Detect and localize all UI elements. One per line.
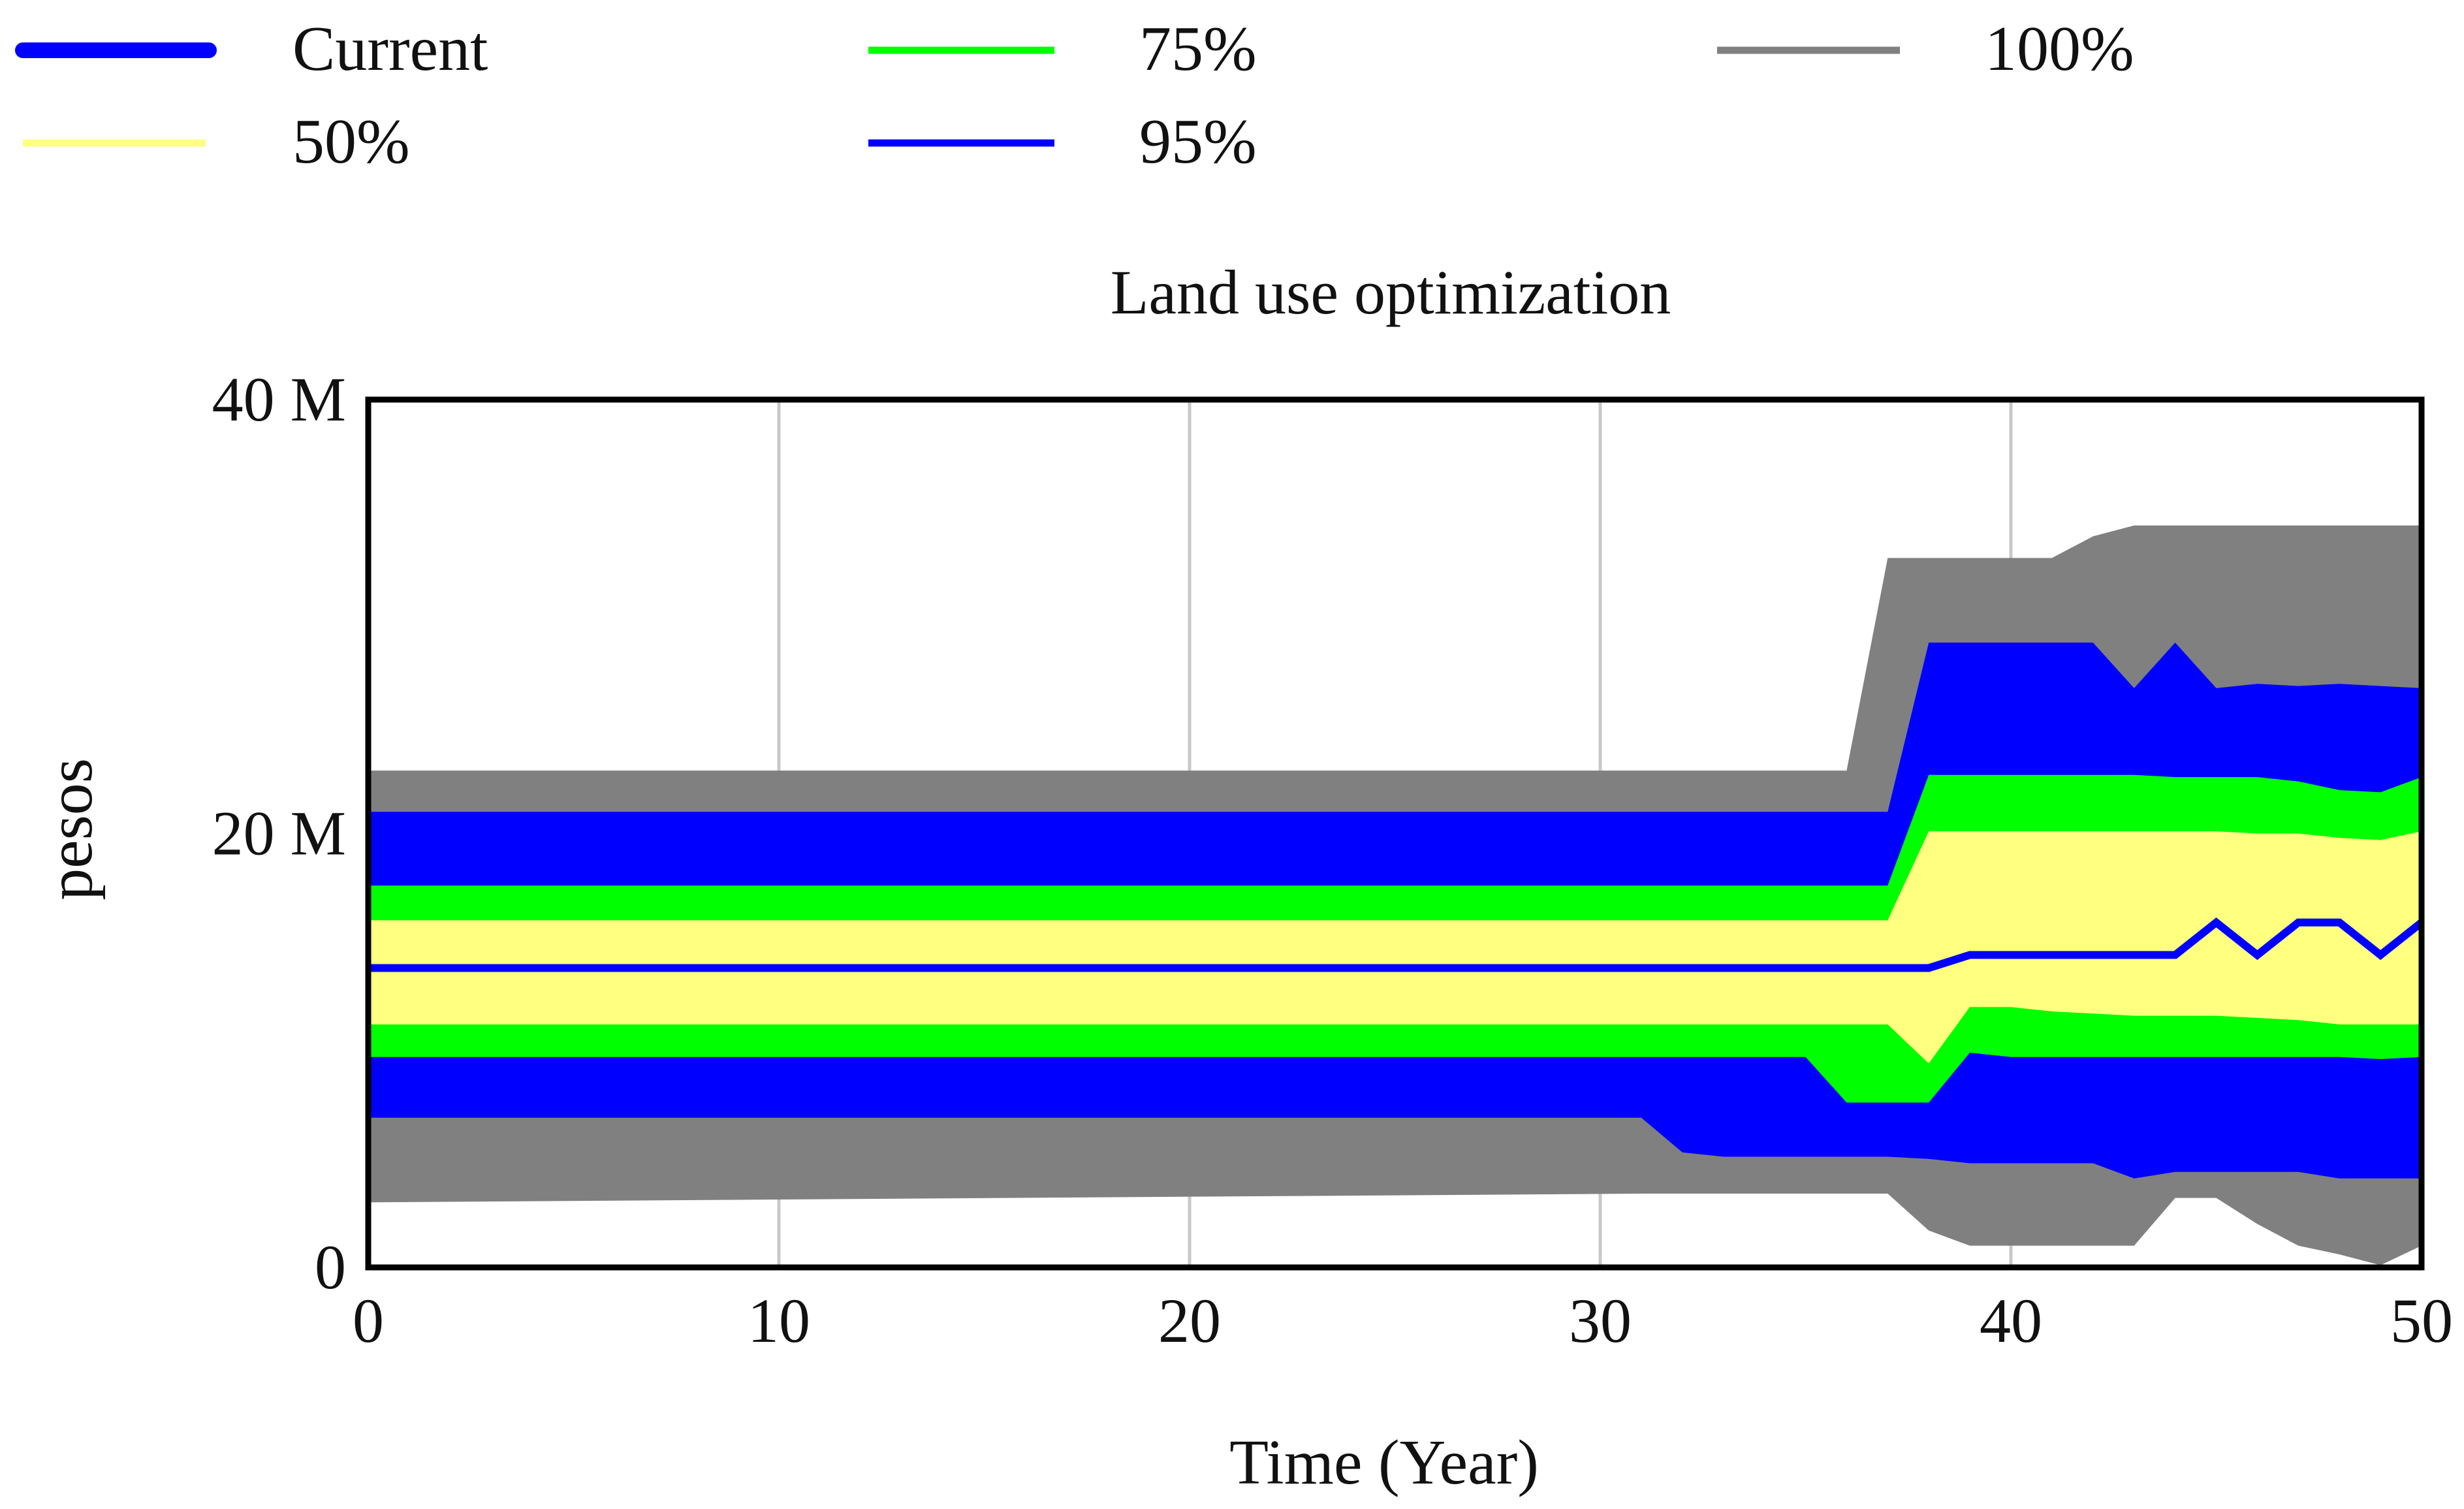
legend-label-75: 75% — [1139, 14, 1257, 84]
x-tick-label-3: 30 — [1569, 1286, 1632, 1356]
x-tick-label-2: 20 — [1158, 1286, 1221, 1356]
x-tick-label-1: 10 — [748, 1286, 810, 1356]
legend-label-95: 95% — [1139, 106, 1257, 177]
x-tick-label-0: 0 — [353, 1286, 384, 1356]
legend-label-current: Current — [292, 14, 488, 84]
y-tick-label-2: 40 M — [212, 364, 346, 434]
y-tick-label-0: 0 — [315, 1232, 346, 1302]
y-axis-label: pesos — [35, 758, 106, 900]
legend-label-50: 50% — [292, 106, 410, 177]
x-axis-label: Time (Year) — [1229, 1427, 1539, 1498]
y-axis-ticks: 0 20 M 40 M — [212, 364, 346, 1302]
legend-label-100: 100% — [1985, 14, 2134, 84]
confidence-bands — [368, 525, 2422, 1265]
x-tick-label-4: 40 — [1980, 1286, 2042, 1356]
series-lines — [368, 917, 2424, 972]
legend: Current 50% 75% 95% 100% — [15, 14, 2134, 177]
chart-title: Land use optimization — [1111, 257, 1671, 327]
plot-area — [365, 396, 2425, 1271]
x-axis-ticks: 0 10 20 30 40 50 — [353, 1286, 2453, 1356]
plot-frame — [365, 396, 2425, 1271]
series-line-current — [368, 917, 2424, 972]
x-tick-label-5: 50 — [2390, 1286, 2453, 1356]
y-tick-label-1: 20 M — [212, 799, 346, 868]
band-50-percent — [368, 831, 2422, 1064]
